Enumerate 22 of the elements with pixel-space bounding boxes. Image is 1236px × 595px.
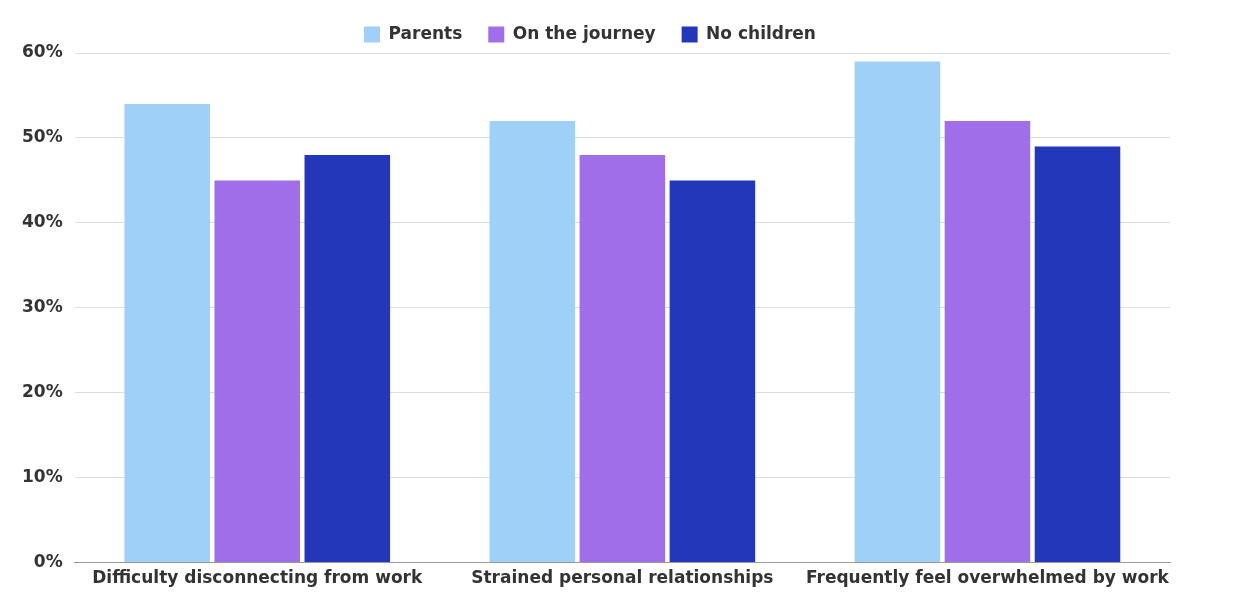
- y-tick-label: 10%: [21, 466, 63, 487]
- bar: [944, 120, 1031, 563]
- y-tick-label: 60%: [21, 41, 63, 62]
- bar: [124, 103, 210, 563]
- legend-label: Parents: [388, 22, 463, 43]
- bar: [214, 180, 301, 563]
- y-tick-label: 50%: [21, 126, 63, 147]
- x-tick-label: Frequently feel overwhelmed by work: [805, 567, 1170, 588]
- bar: [489, 120, 576, 563]
- x-tick-label: Strained personal relationships: [471, 567, 774, 588]
- bar: [579, 154, 666, 563]
- y-tick-label: 20%: [21, 381, 63, 402]
- y-tick-label: 30%: [21, 296, 63, 317]
- bar: [669, 180, 756, 563]
- bar: [304, 154, 391, 563]
- y-tick-label: 40%: [21, 211, 63, 232]
- x-tick-label: Difficulty disconnecting from work: [92, 567, 423, 588]
- bar: [854, 61, 941, 563]
- bar: [1034, 146, 1121, 563]
- y-tick-label: 0%: [33, 551, 63, 572]
- legend-label: No children: [706, 22, 816, 43]
- legend-label: On the journey: [512, 22, 656, 43]
